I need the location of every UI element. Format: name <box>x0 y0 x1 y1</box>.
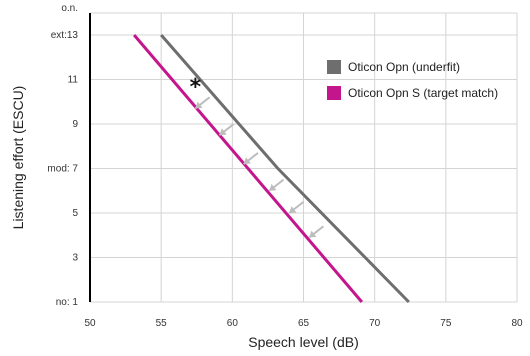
x-tick-label: 60 <box>227 318 239 329</box>
x-tick-label: 80 <box>511 318 523 329</box>
shift-arrows <box>194 96 325 239</box>
legend-item: Oticon Opn S (target match) <box>327 86 498 100</box>
legend-label: Oticon Opn (underfit) <box>348 60 460 74</box>
y-tick-label: ext:13 <box>51 30 79 41</box>
y-tick-label: 11 <box>68 75 79 86</box>
shift-arrow <box>268 178 285 192</box>
legend-swatch <box>327 60 341 74</box>
y-tick-labels: no: 1 3 5 mod: 7 9 11 ext:13 o.n. <box>47 3 78 308</box>
y-tick-label: 9 <box>72 119 78 130</box>
shift-arrow <box>194 96 211 110</box>
legend-label: Oticon Opn S (target match) <box>348 86 498 100</box>
shift-arrow <box>288 201 305 214</box>
legend-item: Oticon Opn (underfit) <box>327 60 460 74</box>
x-tick-label: 70 <box>369 318 381 329</box>
y-tick-label: 5 <box>72 208 78 219</box>
x-tick-label: 65 <box>298 318 310 329</box>
grid <box>90 12 518 303</box>
shift-arrow <box>218 123 235 136</box>
shift-arrow <box>308 225 325 239</box>
legend-swatch <box>327 86 341 100</box>
significance-asterisk: * <box>190 75 202 100</box>
x-tick-label: 50 <box>84 318 96 329</box>
x-axis-label: Speech level (dB) <box>248 334 359 350</box>
series-line-1 <box>160 34 410 304</box>
shift-arrow <box>243 152 259 165</box>
series-lines <box>132 34 410 304</box>
x-tick-labels: 50 55 60 65 70 75 80 <box>84 318 523 329</box>
legend: Oticon Opn (underfit) Oticon Opn S (targe… <box>327 60 498 100</box>
y-axis-label: Listening effort (ESCU) <box>10 86 26 230</box>
annotations: * <box>190 75 202 100</box>
y-tick-label: mod: 7 <box>47 164 78 175</box>
y-tick-label: 3 <box>72 253 78 264</box>
y-tick-label: o.n. <box>61 3 78 14</box>
y-tick-label: no: 1 <box>56 297 79 308</box>
x-tick-label: 55 <box>156 318 168 329</box>
x-tick-label: 75 <box>440 318 452 329</box>
series-line-2 <box>132 34 363 303</box>
